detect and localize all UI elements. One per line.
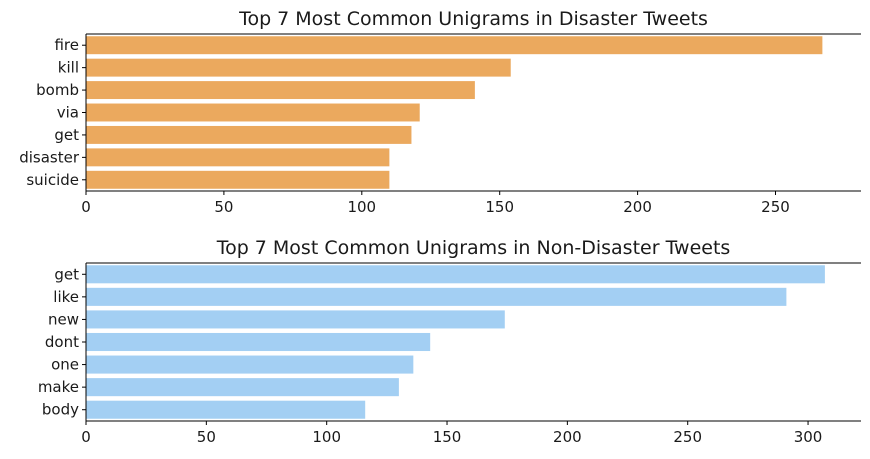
category-label: bomb bbox=[36, 81, 79, 99]
bar-get bbox=[86, 125, 412, 144]
bar-like bbox=[86, 287, 787, 306]
x-tick-label: 50 bbox=[214, 198, 233, 216]
bar-one bbox=[86, 355, 414, 374]
category-label: suicide bbox=[26, 171, 79, 189]
x-tick-label: 250 bbox=[673, 428, 702, 446]
category-label: body bbox=[42, 401, 79, 419]
x-tick-label: 0 bbox=[81, 428, 91, 446]
category-label: dont bbox=[45, 333, 79, 351]
category-label: fire bbox=[54, 36, 79, 54]
category-label: disaster bbox=[19, 148, 80, 166]
disaster-unigrams-chart: Top 7 Most Common Unigrams in Disaster T… bbox=[19, 8, 861, 216]
category-label: kill bbox=[58, 59, 79, 77]
bar-suicide bbox=[86, 170, 390, 189]
chart-title: Top 7 Most Common Unigrams in Non-Disast… bbox=[216, 237, 731, 259]
category-label: one bbox=[51, 356, 79, 374]
non-disaster-unigrams-chart: Top 7 Most Common Unigrams in Non-Disast… bbox=[38, 237, 861, 446]
bar-kill bbox=[86, 58, 511, 77]
x-tick-label: 200 bbox=[553, 428, 582, 446]
x-tick-label: 100 bbox=[312, 428, 341, 446]
category-label: get bbox=[54, 126, 79, 144]
bar-make bbox=[86, 378, 399, 397]
bar-dont bbox=[86, 332, 431, 352]
bar-new bbox=[86, 310, 505, 329]
x-tick-label: 200 bbox=[623, 198, 652, 216]
bar-bomb bbox=[86, 81, 475, 100]
x-tick-label: 100 bbox=[347, 198, 376, 216]
x-tick-label: 150 bbox=[433, 428, 462, 446]
chart-title: Top 7 Most Common Unigrams in Disaster T… bbox=[238, 8, 708, 30]
bar-via bbox=[86, 103, 420, 122]
bar-fire bbox=[86, 36, 823, 55]
category-label: new bbox=[48, 310, 79, 328]
x-tick-label: 0 bbox=[81, 198, 91, 216]
category-label: get bbox=[54, 265, 79, 283]
category-label: make bbox=[38, 378, 79, 396]
x-tick-label: 50 bbox=[197, 428, 216, 446]
x-tick-label: 150 bbox=[485, 198, 514, 216]
category-label: like bbox=[53, 288, 79, 306]
x-tick-label: 300 bbox=[794, 428, 823, 446]
bar-disaster bbox=[86, 148, 390, 167]
category-label: via bbox=[57, 104, 79, 122]
bar-body bbox=[86, 400, 366, 419]
x-tick-label: 250 bbox=[761, 198, 790, 216]
bar-get bbox=[86, 265, 825, 284]
